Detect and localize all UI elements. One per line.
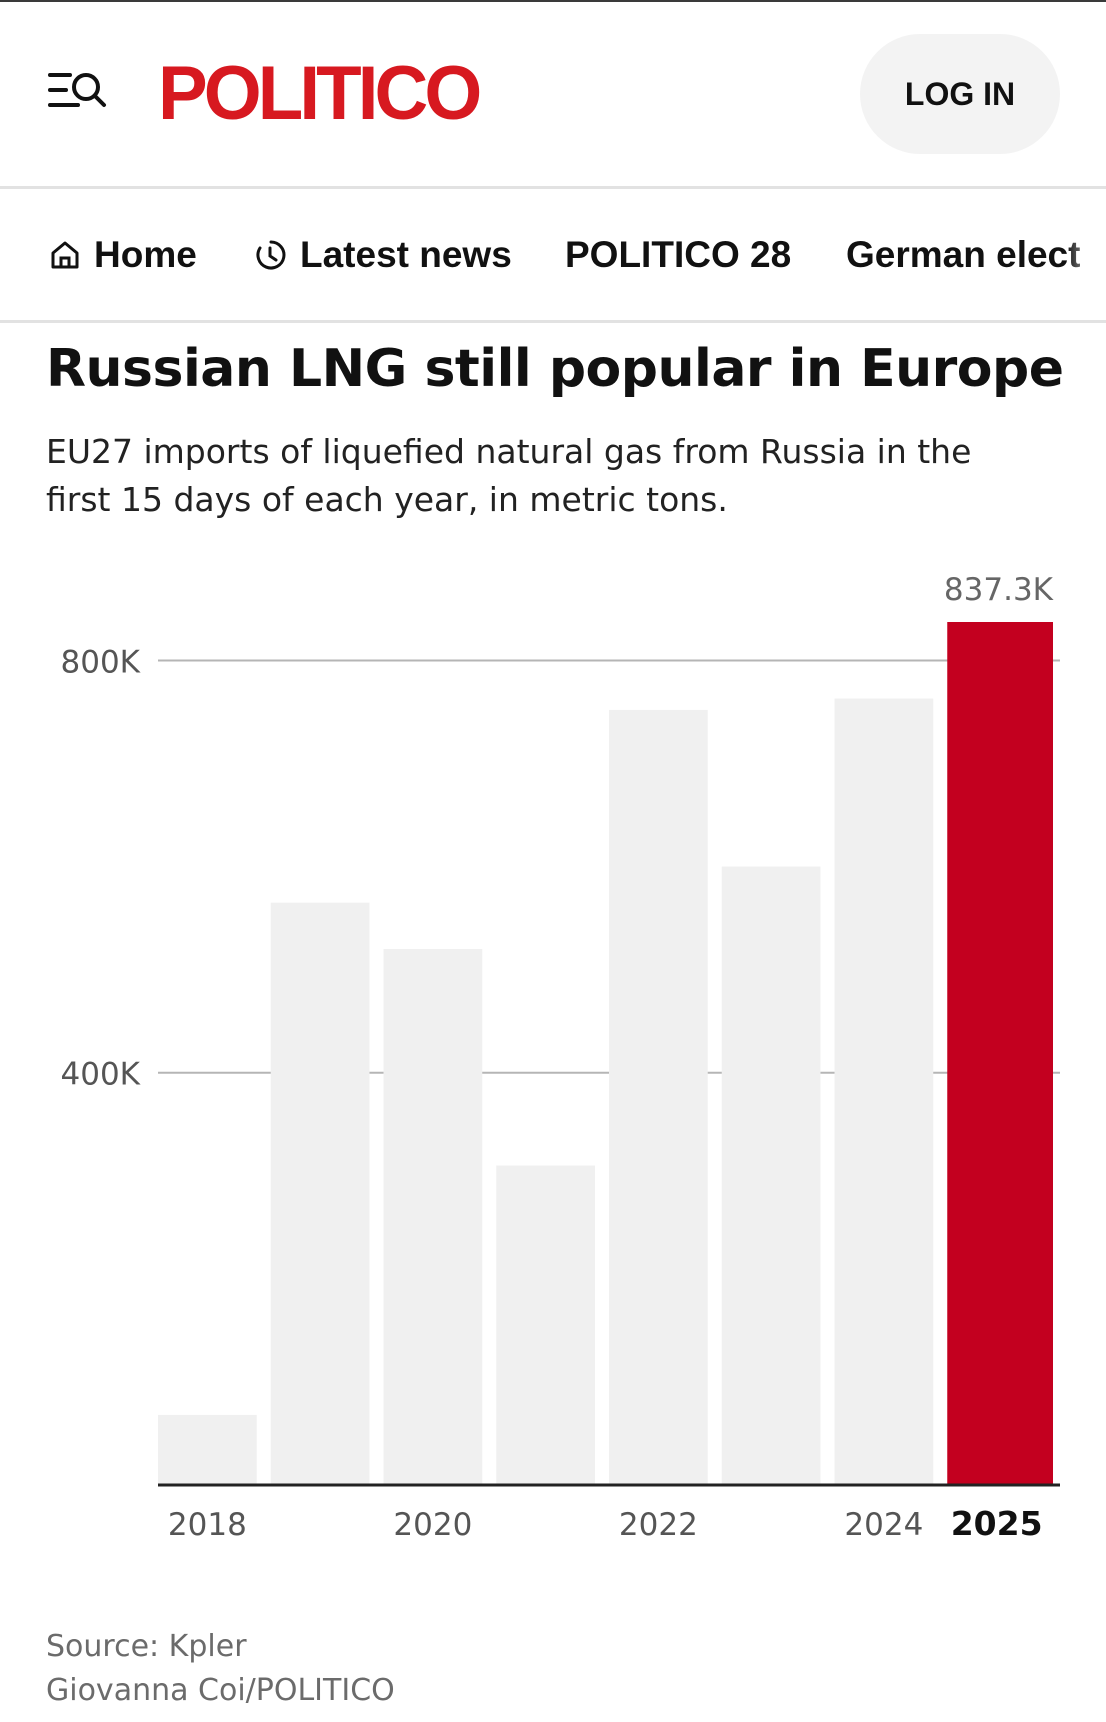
nav-item-label: Home	[94, 234, 197, 275]
x-tick-label: 2020	[393, 1507, 472, 1540]
politico-logo[interactable]: POLITICO	[158, 51, 482, 136]
bar	[270, 902, 370, 1485]
nav-item-politico-28[interactable]: POLITICO 28	[565, 231, 791, 279]
nav-divider	[0, 320, 1106, 323]
nav-item-label: POLITICO 28	[565, 234, 792, 275]
bar	[158, 1414, 257, 1485]
x-tick-label: 2018	[168, 1507, 247, 1540]
section-nav: Home Latest news POLITICO 28 German elec…	[0, 189, 1106, 320]
nav-scroll-fade	[1066, 189, 1106, 320]
nav-item-home[interactable]: Home	[48, 231, 197, 279]
x-tick-label: 2024	[844, 1507, 923, 1540]
bar-chart: 400K 800K 2018 2020 2022 2024 2025 837.3K	[61, 572, 1060, 1540]
top-rule	[0, 0, 1106, 2]
y-tick-label: 400K	[61, 1057, 141, 1093]
nav-item-german-election[interactable]: German elect	[846, 231, 1080, 279]
nav-item-label: Latest news	[300, 234, 512, 275]
menu-search-icon[interactable]	[48, 69, 110, 117]
nav-item-latest-news[interactable]: Latest news	[254, 231, 512, 279]
clock-icon	[256, 240, 286, 270]
header-divider	[0, 186, 1106, 189]
data-label: 837.3K	[944, 572, 1054, 608]
chart-credit: Giovanna Coi/POLITICO	[46, 1673, 395, 1708]
x-tick-label: 2025	[951, 1504, 1043, 1540]
nav-item-label: German elect	[846, 234, 1081, 275]
bar	[609, 709, 708, 1485]
chart-subtitle: EU27 imports of liquefied natural gas fr…	[46, 432, 972, 519]
bar	[496, 1165, 595, 1485]
chart-source: Source: Kpler	[46, 1629, 247, 1664]
bar	[721, 866, 821, 1485]
site-header: POLITICO LOG IN	[0, 2, 1106, 186]
bar	[834, 698, 934, 1485]
x-tick-label: 2022	[619, 1507, 698, 1540]
bar-highlight	[947, 622, 1053, 1485]
chart-headline: Russian LNG still popular in Europe	[46, 339, 1064, 399]
bar	[383, 949, 483, 1485]
login-button[interactable]: LOG IN	[860, 34, 1060, 154]
y-tick-label: 800K	[61, 644, 141, 680]
home-icon	[51, 241, 79, 269]
